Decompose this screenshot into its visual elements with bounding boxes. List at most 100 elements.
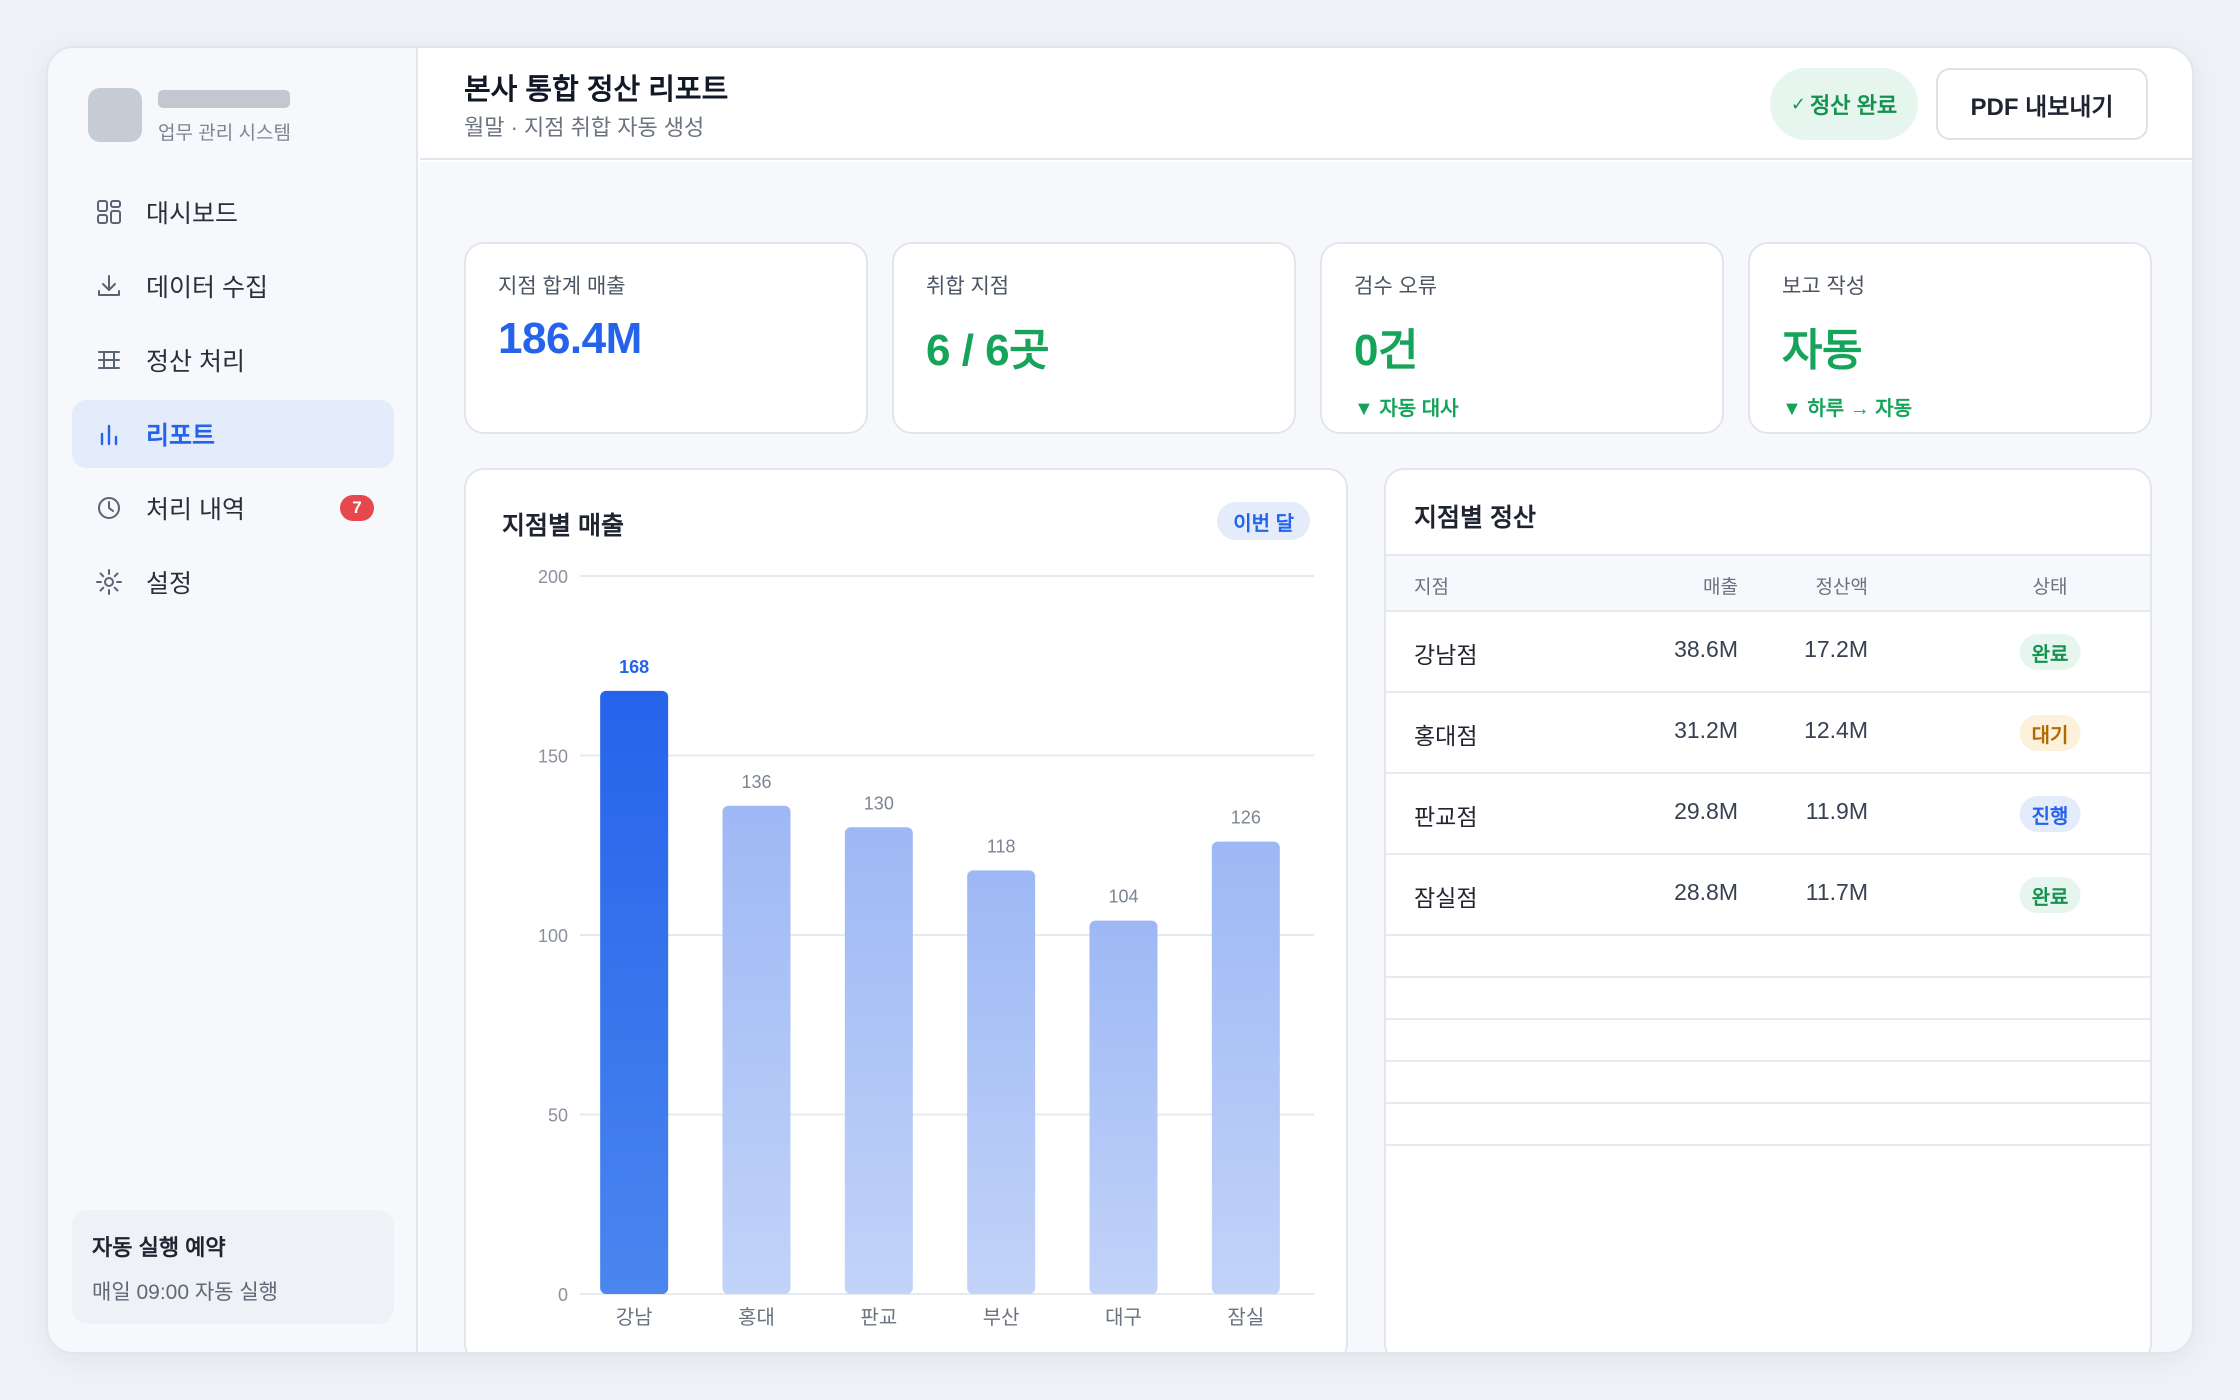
chart-period-badge[interactable]: 이번 달: [1217, 502, 1310, 540]
x-tick-label: 부산: [983, 1306, 1020, 1329]
brand: 업무 관리 시스템: [88, 88, 388, 144]
y-tick-label: 50: [548, 1106, 568, 1126]
sidebar-item-label: 처리 내역: [146, 496, 245, 524]
bar-잠실: [1211, 841, 1280, 1294]
bar-대구: [1089, 920, 1158, 1294]
kpi-value: 0건: [1354, 326, 1418, 375]
kpi-label: 취합 지점: [926, 275, 1010, 298]
header-branch: 지점: [1414, 577, 1449, 598]
sidebar-item-label: 대시보드: [146, 200, 239, 228]
kpi-value: 자동: [1782, 326, 1862, 375]
table-row[interactable]: 잠실점 28.8M 11.7M 완료: [1386, 855, 2150, 936]
bar-판교: [844, 827, 913, 1294]
table-header: 지점 매출 정산액 상태: [1386, 554, 2150, 612]
cell-branch: 홍대점: [1414, 723, 1478, 749]
empty-row: [1386, 1062, 2150, 1104]
x-tick-label: 잠실: [1227, 1306, 1264, 1329]
clock-icon: [94, 493, 124, 523]
check-icon: ✓: [1790, 93, 1806, 114]
cell-sales: 38.6M: [1674, 636, 1738, 662]
y-tick-label: 200: [538, 567, 568, 587]
cell-settlement: 12.4M: [1804, 717, 1868, 743]
table-row[interactable]: 홍대점 31.2M 12.4M 대기: [1386, 693, 2150, 774]
bar-홍대: [722, 805, 791, 1294]
sidebar-item-label: 정산 처리: [146, 348, 245, 376]
kpi-card-report: 보고 작성 자동 ▼ 하루 → 자동: [1748, 242, 2152, 434]
brand-name-placeholder: [158, 90, 290, 108]
cell-branch: 잠실점: [1414, 885, 1478, 911]
cell-settlement: 11.9M: [1805, 798, 1868, 824]
page-title: 본사 통합 정산 리포트: [464, 74, 729, 106]
history-count-badge: 7: [340, 495, 374, 521]
schedule-title: 자동 실행 예약: [92, 1235, 226, 1260]
schedule-card[interactable]: 자동 실행 예약 매일 09:00 자동 실행: [72, 1210, 394, 1324]
cell-branch: 판교점: [1414, 804, 1478, 830]
status-label: 정산 완료: [1810, 93, 1898, 118]
pdf-export-button[interactable]: PDF 내보내기: [1936, 68, 2148, 140]
sidebar-item-settings[interactable]: 설정: [72, 548, 394, 616]
empty-row: [1386, 936, 2150, 978]
table-row[interactable]: 강남점 38.6M 17.2M 완료: [1386, 612, 2150, 693]
status-tag: 대기: [2019, 715, 2081, 751]
settlement-table-card: 지점별 정산 지점 매출 정산액 상태 강남점 38.6M 17.2M 완료 홍…: [1384, 468, 2152, 1352]
x-tick-label: 강남: [616, 1306, 653, 1329]
sidebar-item-dashboard[interactable]: 대시보드: [72, 178, 394, 246]
kpi-card-branches: 취합 지점 6 / 6곳: [892, 242, 1296, 434]
sidebar-nav: 대시보드 데이터 수집 정산 처리: [72, 178, 394, 622]
header-settlement: 정산액: [1815, 577, 1868, 598]
cell-branch: 강남점: [1414, 642, 1478, 668]
y-tick-label: 150: [538, 747, 568, 767]
kpi-delta: ▼ 하루 → 자동: [1782, 398, 1913, 420]
sidebar-item-report[interactable]: 리포트: [72, 400, 394, 468]
chart-title: 지점별 매출: [502, 512, 624, 540]
table-icon: [94, 345, 124, 375]
page-subtitle: 월말 · 지점 취합 자동 생성: [464, 115, 705, 140]
empty-row: [1386, 1104, 2150, 1146]
bar-value-label: 104: [1108, 887, 1138, 907]
kpi-value: 186.4M: [498, 314, 642, 363]
bar-value-label: 118: [987, 836, 1016, 856]
sidebar-item-history[interactable]: 처리 내역 7: [72, 474, 394, 542]
status-tag: 완료: [2019, 877, 2081, 913]
header-status: 상태: [2032, 577, 2068, 598]
cell-settlement: 17.2M: [1804, 636, 1868, 662]
main-content: 지점 합계 매출 186.4M 취합 지점 6 / 6곳 검수 오류 0건 ▼ …: [420, 162, 2192, 1352]
brand-logo: [88, 88, 142, 142]
kpi-label: 지점 합계 매출: [498, 275, 626, 298]
sidebar-item-settlement[interactable]: 정산 처리: [72, 326, 394, 394]
empty-row: [1386, 1020, 2150, 1062]
sales-bar-chart: 0 50 100 150 200 168 강남 136 홍대 130 판교 118 부산 104 대구 126…: [538, 567, 1314, 1329]
download-icon: [94, 271, 124, 301]
sidebar: 업무 관리 시스템 대시보드 데이터 수집: [48, 48, 418, 1352]
y-tick-label: 100: [538, 926, 568, 946]
bar-value-label: 168: [619, 657, 649, 677]
sidebar-item-label: 리포트: [146, 422, 216, 450]
x-tick-label: 대구: [1105, 1306, 1142, 1329]
status-tag: 완료: [2019, 634, 2081, 670]
bar-chart-icon: [94, 419, 124, 449]
bar-value-label: 126: [1231, 808, 1261, 828]
app-window: 업무 관리 시스템 대시보드 데이터 수집: [46, 46, 2194, 1354]
sidebar-item-label: 데이터 수집: [146, 274, 268, 302]
status-tag: 진행: [2019, 796, 2081, 832]
schedule-description: 매일 09:00 자동 실행: [92, 1281, 278, 1304]
gear-icon: [94, 567, 124, 597]
kpi-value: 6 / 6곳: [926, 326, 1050, 375]
kpi-card-total-sales: 지점 합계 매출 186.4M: [464, 242, 868, 434]
empty-row: [1386, 978, 2150, 1020]
cell-sales: 28.8M: [1674, 879, 1738, 905]
kpi-label: 검수 오류: [1354, 275, 1438, 298]
table-row[interactable]: 판교점 29.8M 11.9M 진행: [1386, 774, 2150, 855]
kpi-delta: ▼ 자동 대사: [1354, 398, 1459, 420]
brand-subtitle: 업무 관리 시스템: [158, 123, 291, 144]
y-tick-label: 0: [558, 1285, 568, 1305]
x-tick-label: 판교: [860, 1306, 897, 1329]
x-tick-label: 홍대: [738, 1306, 775, 1329]
cell-sales: 31.2M: [1674, 717, 1738, 743]
cell-sales: 29.8M: [1674, 798, 1738, 824]
table-title: 지점별 정산: [1414, 504, 1536, 532]
sidebar-item-data-collection[interactable]: 데이터 수집: [72, 252, 394, 320]
page-header: 본사 통합 정산 리포트 월말 · 지점 취합 자동 생성 ✓ 정산 완료 PD…: [420, 48, 2192, 160]
sidebar-item-label: 설정: [146, 570, 193, 598]
sales-chart-card: 0 50 100 150 200 168 강남 136 홍대 130 판교 118 부산 104 대구 126…: [464, 468, 1348, 1352]
